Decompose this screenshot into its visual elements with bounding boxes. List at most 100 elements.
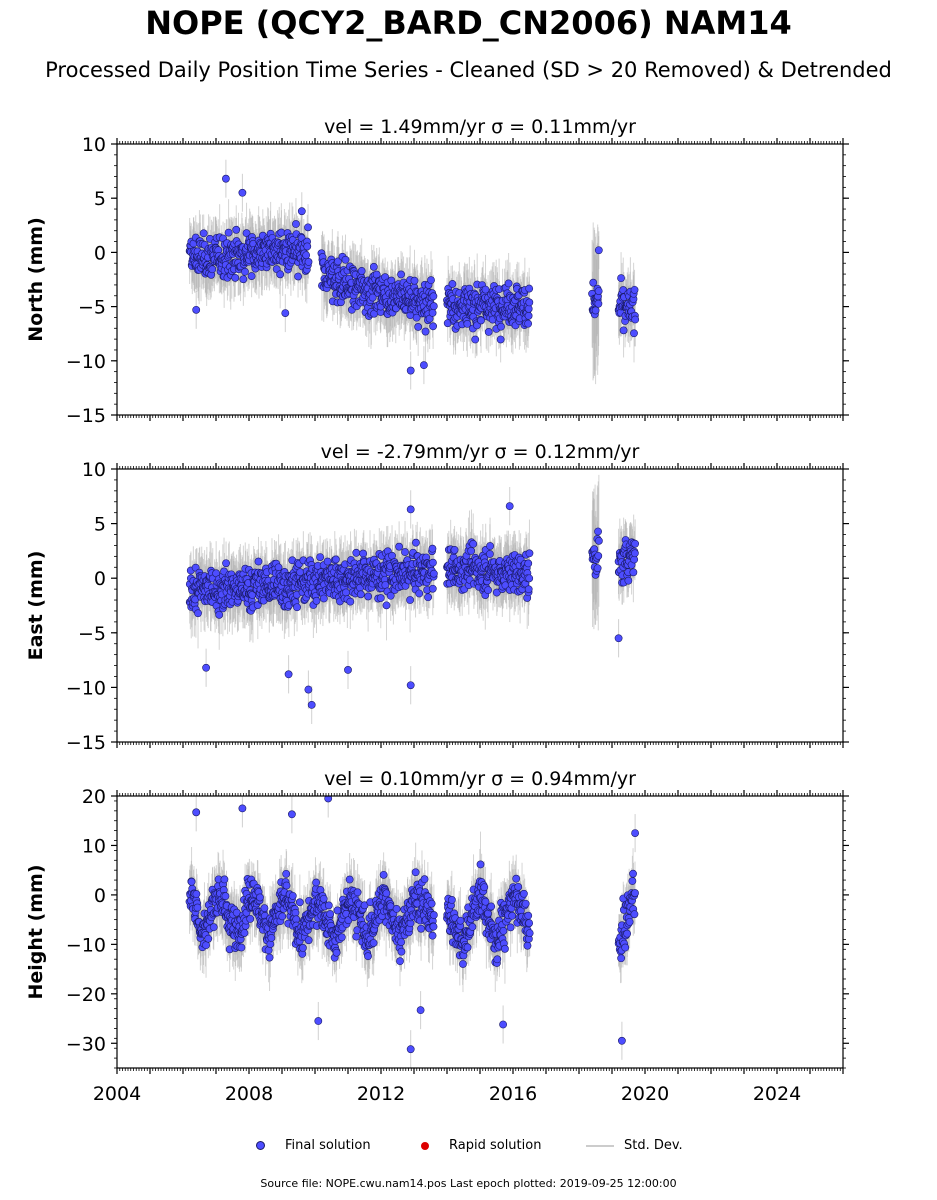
data-point [429, 292, 438, 301]
data-point [525, 574, 534, 583]
data-point [239, 275, 248, 284]
panel-north: −15 −10 −5 0 5 10 vel = 1.49mm/yr σ = 0.11mm/y… [25, 116, 849, 427]
outlier-point [202, 663, 210, 672]
data-point [397, 270, 405, 279]
data-point [194, 609, 202, 618]
y-tick-label: −10 [66, 677, 106, 699]
data-point [424, 593, 432, 602]
y-tick-label: −5 [78, 623, 106, 645]
y-tick-label: 5 [94, 188, 106, 210]
data-point [254, 557, 263, 566]
data-point [410, 276, 419, 285]
data-point [334, 257, 342, 266]
data-point [450, 545, 459, 554]
data-point [624, 576, 633, 585]
data-point [303, 242, 312, 251]
data-point [619, 326, 628, 335]
y-tick-label: −5 [78, 297, 106, 319]
data-point [293, 603, 301, 612]
data-point [630, 285, 639, 294]
data-point [496, 335, 505, 344]
data-point [342, 588, 350, 597]
outlier-point [505, 502, 514, 511]
data-point [481, 285, 490, 294]
data-point [414, 323, 423, 331]
data-point [504, 279, 513, 288]
y-axis-label: North (mm) [25, 217, 47, 342]
y-tick-label: 10 [82, 134, 106, 156]
figure-subtitle: Processed Daily Position Time Series - C… [45, 58, 892, 82]
data-point [276, 270, 285, 279]
data-point [224, 228, 233, 237]
data-point [524, 319, 533, 328]
outlier-point [221, 174, 230, 183]
data-point [484, 586, 492, 595]
data-point [412, 313, 421, 322]
y-tick-label: −10 [66, 351, 106, 373]
data-point [357, 267, 366, 275]
data-point [591, 306, 600, 315]
data-point [376, 594, 385, 602]
outlier-point [297, 207, 306, 216]
data-point [448, 280, 457, 288]
outlier-point [304, 685, 313, 694]
data-point [352, 548, 361, 557]
data-point [332, 555, 340, 564]
y-tick-label: 0 [94, 242, 106, 264]
data-point [222, 559, 230, 568]
data-point [631, 315, 640, 324]
data-point [484, 328, 493, 336]
data-point [594, 536, 603, 545]
data-point [427, 276, 435, 285]
outlier-point [406, 681, 415, 690]
outlier-point [614, 634, 623, 643]
data-point [316, 553, 325, 561]
data-point [215, 610, 224, 619]
data-point [589, 278, 598, 287]
data-point [524, 559, 533, 568]
data-point [525, 298, 534, 307]
data-point [593, 564, 602, 573]
data-point [429, 302, 438, 311]
data-point [382, 601, 391, 610]
outlier-point [192, 305, 201, 314]
data-point [395, 542, 404, 551]
data-point [617, 274, 625, 283]
data-point [497, 322, 505, 331]
outlier-point [307, 700, 316, 709]
data-point [492, 588, 501, 597]
data-point [356, 590, 365, 599]
data-point [525, 284, 534, 293]
final-solution-points [185, 502, 640, 709]
data-point [524, 304, 533, 313]
data-point [429, 322, 438, 331]
data-point [630, 329, 638, 338]
outlier-point [281, 309, 290, 318]
data-point [232, 225, 241, 234]
data-point [477, 316, 485, 325]
data-point [524, 311, 533, 320]
data-point [247, 272, 256, 280]
stddev-bars [189, 159, 636, 390]
outlier-point [594, 246, 603, 255]
data-point [304, 258, 313, 266]
data-point [369, 262, 378, 271]
data-point [467, 547, 476, 555]
data-point [386, 591, 395, 600]
data-point [406, 596, 414, 604]
data-point [594, 299, 603, 308]
outlier-point [238, 188, 247, 197]
data-point [469, 539, 478, 548]
data-point [412, 538, 420, 547]
data-point [304, 223, 312, 232]
data-point [364, 592, 373, 601]
data-point [486, 542, 494, 550]
data-point [631, 539, 640, 548]
data-point [199, 229, 208, 238]
data-point [463, 319, 472, 328]
y-tick-label: 10 [82, 459, 106, 481]
data-point [594, 527, 602, 536]
outlier-point [406, 505, 415, 514]
